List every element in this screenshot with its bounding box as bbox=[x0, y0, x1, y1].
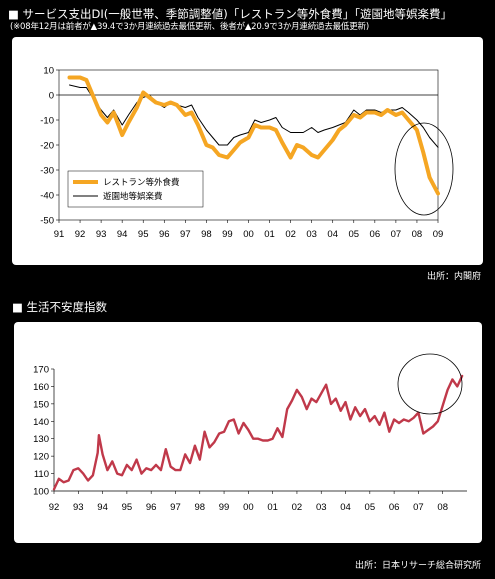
y-tick-label: 130 bbox=[33, 434, 49, 445]
x-tick-label: 92 bbox=[49, 502, 60, 513]
y-tick-label: -50 bbox=[40, 216, 54, 227]
x-tick-label: 03 bbox=[306, 229, 317, 240]
y-tick-label: -30 bbox=[40, 166, 54, 177]
highlight-ellipse bbox=[394, 122, 454, 216]
series-line-restaurant bbox=[67, 75, 440, 196]
x-tick-label: 04 bbox=[340, 502, 351, 513]
x-tick-label: 05 bbox=[348, 229, 359, 240]
x-tick-label: 01 bbox=[264, 229, 275, 240]
x-tick-label: 92 bbox=[75, 229, 86, 240]
x-tick-label: 01 bbox=[267, 502, 278, 513]
y-tick-label: -10 bbox=[40, 116, 54, 127]
legend-box bbox=[67, 170, 204, 208]
y-tick-label: 150 bbox=[33, 399, 49, 410]
y-tick-label: 110 bbox=[34, 469, 49, 480]
chart2-title: ■ 生活不安度指数 bbox=[12, 300, 108, 314]
y-tick-label: -20 bbox=[40, 141, 54, 152]
y-tick-label: 100 bbox=[33, 487, 49, 498]
x-tick-label: 97 bbox=[170, 502, 181, 513]
y-tick-label: 140 bbox=[33, 417, 49, 428]
x-tick-label: 91 bbox=[54, 229, 65, 240]
series-line-anxiety-index bbox=[52, 374, 464, 491]
x-tick-label: 03 bbox=[316, 502, 327, 513]
x-tick-label: 06 bbox=[370, 229, 381, 240]
x-tick-label: 07 bbox=[413, 502, 424, 513]
x-tick-label: 02 bbox=[285, 229, 296, 240]
x-tick-label: 95 bbox=[122, 502, 133, 513]
y-tick-label: 0 bbox=[49, 91, 54, 102]
x-tick-label: 02 bbox=[292, 502, 303, 513]
y-tick-label: -40 bbox=[40, 191, 54, 202]
x-tick-label: 98 bbox=[201, 229, 212, 240]
x-tick-label: 00 bbox=[243, 502, 254, 513]
highlight-ellipse bbox=[397, 353, 463, 415]
chart1-panel: 10 0 -10 -20 -30 -40 -50 91 92 93 94 95 96 97 98 99 00 01… bbox=[12, 37, 483, 265]
y-tick-label: 170 bbox=[33, 365, 49, 376]
x-tick-label: 97 bbox=[180, 229, 191, 240]
legend-label: レストラン等外食費 bbox=[103, 177, 180, 188]
y-tick-label: 160 bbox=[33, 382, 49, 393]
x-tick-label: 98 bbox=[194, 502, 205, 513]
chart2-source: 出所：日本リサーチ総合研究所 bbox=[354, 561, 481, 571]
chart1-source: 出所：内閣府 bbox=[426, 272, 481, 282]
x-tick-label: 96 bbox=[159, 229, 170, 240]
x-tick-label: 95 bbox=[138, 229, 149, 240]
x-tick-label: 00 bbox=[243, 229, 254, 240]
x-tick-label: 06 bbox=[389, 502, 400, 513]
x-tick-label: 94 bbox=[97, 502, 108, 513]
chart1-note: (※08年12月は前者が▲39.4で3か月連続過去最低更新、後者が▲20.9で3… bbox=[10, 22, 369, 32]
legend-label: 遊園地等娯楽費 bbox=[103, 191, 163, 202]
chart1-title: ■ サービス支出DI(一般世帯、季節調整値)「レストラン等外食費」「遊園地等娯楽… bbox=[8, 7, 452, 21]
x-tick-label: 99 bbox=[222, 229, 233, 240]
x-tick-label: 99 bbox=[219, 502, 230, 513]
x-tick-label: 08 bbox=[437, 502, 448, 513]
x-tick-label: 93 bbox=[96, 229, 107, 240]
x-tick-label: 96 bbox=[146, 502, 157, 513]
x-tick-label: 94 bbox=[117, 229, 128, 240]
chart2-panel: 170 160 150 140 130 120 110 100 92 93 94 95 96 97 98 99… bbox=[14, 322, 482, 543]
x-tick-label: 09 bbox=[433, 229, 444, 240]
x-tick-label: 04 bbox=[327, 229, 338, 240]
series-line-amusement bbox=[69, 84, 439, 148]
x-tick-label: 07 bbox=[391, 229, 402, 240]
x-tick-label: 93 bbox=[73, 502, 84, 513]
y-tick-label: 10 bbox=[43, 66, 54, 77]
x-tick-label: 05 bbox=[365, 502, 376, 513]
x-tick-label: 08 bbox=[412, 229, 423, 240]
y-tick-label: 120 bbox=[33, 452, 49, 463]
